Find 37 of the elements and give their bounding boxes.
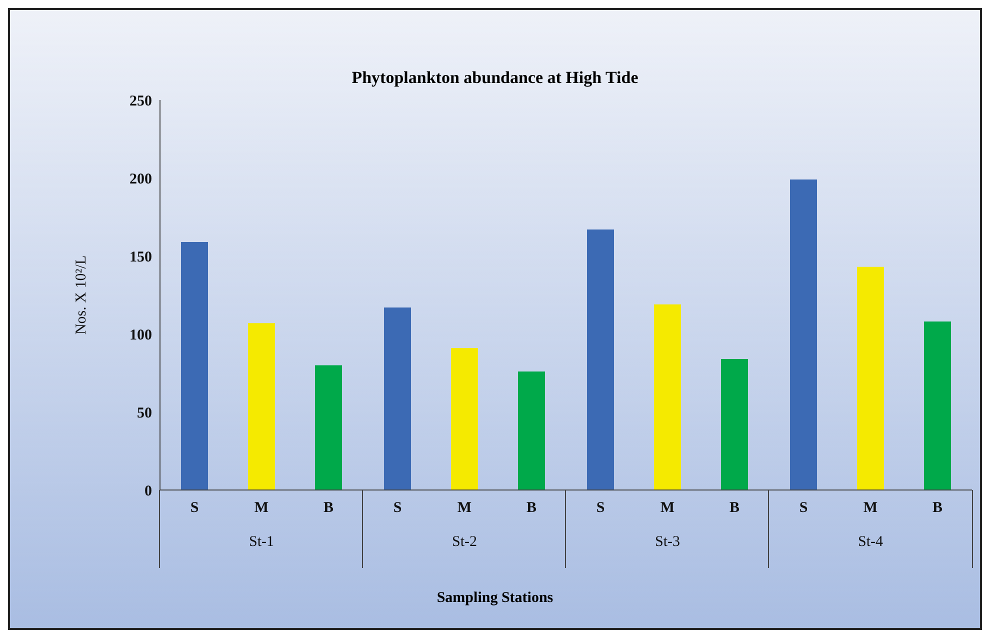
y-tick-label: 0 [144,483,152,500]
text: M [457,500,472,516]
x-tick-label: St-4 [858,534,884,550]
y-tick-label: 250 [130,93,152,110]
bar [790,180,817,490]
bar [518,371,545,490]
bar [451,348,478,490]
series-label: S [190,500,199,516]
bar [924,322,951,490]
series-label: B [323,500,334,516]
y-tick-label: 150 [130,249,152,266]
x-axis-title: Sampling Stations [436,590,554,607]
text: S [596,500,605,516]
text: S [393,500,402,516]
bar [384,307,411,490]
y-tick-label: 100 [130,327,152,344]
text: B [729,500,740,516]
bar [857,266,884,490]
bar [654,304,681,490]
bar [721,358,748,490]
text: S [799,500,808,516]
bar [181,242,208,490]
text: B [932,500,943,516]
text: M [660,500,675,516]
x-tick-label: St-2 [452,534,478,550]
bar [248,323,275,490]
text: M [863,500,878,516]
bar [315,365,342,490]
y-axis-title: Nos. X 10²/L [73,255,90,335]
text: B [526,500,537,516]
bar [587,229,614,490]
y-tick-label: 50 [137,405,152,422]
x-tick-label: St-3 [654,534,680,550]
chart-title: Phytoplankton abundance at High Tide [350,67,640,89]
y-tick-label: 200 [130,171,152,188]
x-tick-label: St-1 [248,534,274,550]
series-label: M [254,500,269,516]
